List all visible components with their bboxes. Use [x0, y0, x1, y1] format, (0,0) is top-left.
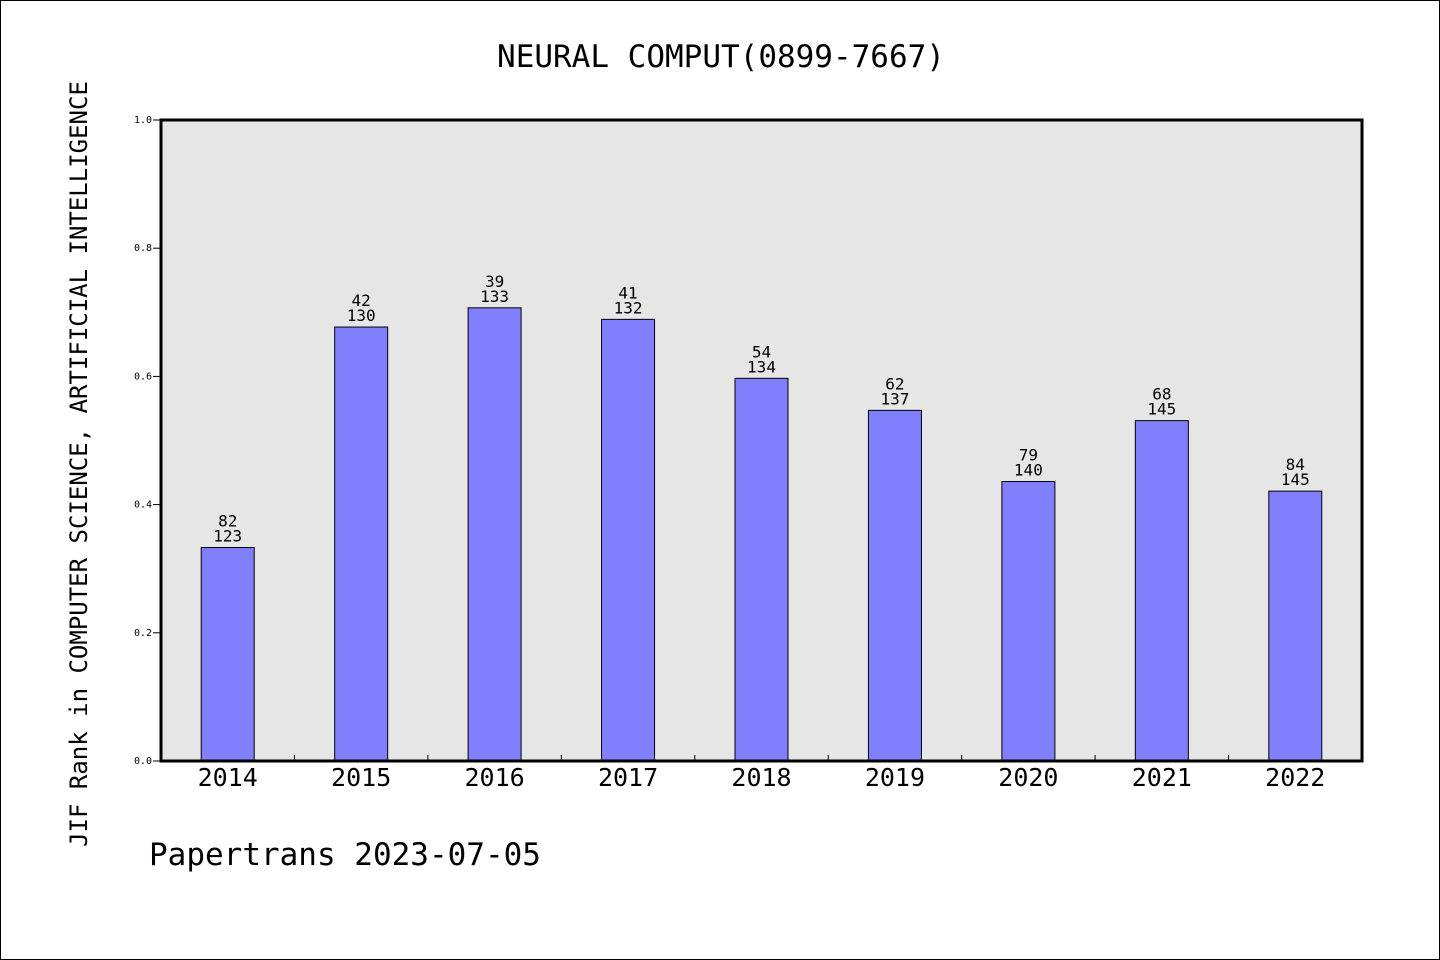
y-tick-label: 0.4	[134, 500, 152, 511]
bar-2020	[1001, 481, 1056, 762]
bar-series	[200, 307, 1323, 762]
chart-title: NEURAL COMPUT(0899-7667)	[497, 39, 945, 75]
x-tick-label: 2014	[198, 763, 258, 792]
bar-2018	[734, 377, 789, 762]
bar-rank-label: 62	[885, 374, 904, 393]
x-tick-label: 2016	[465, 763, 525, 792]
x-axis-labels: 2014 2015 2016 2017 2018 2019 2020 2021 2022	[198, 763, 1326, 792]
bar-2016	[467, 307, 522, 762]
y-axis-label: JIF Rank in COMPUTER SCIENCE, ARTIFICIAL…	[65, 81, 93, 847]
bar-2019	[867, 409, 922, 762]
bar-total-label: 132	[614, 298, 643, 317]
x-tick-label: 2020	[998, 763, 1058, 792]
x-tick-label: 2018	[731, 763, 791, 792]
bar-rank-label: 82	[218, 512, 237, 531]
footer-source-date: Papertrans 2023-07-05	[149, 837, 541, 873]
bar-total-label: 137	[880, 389, 909, 408]
bar-rank-label: 68	[1152, 385, 1171, 404]
bar-total-label: 130	[347, 306, 376, 325]
bar-2017	[601, 318, 656, 762]
bar-2021	[1134, 420, 1189, 762]
y-axis: 0.0 0.2 0.4 0.6 0.8 1.0	[134, 115, 161, 767]
bar-total-label: 133	[480, 287, 509, 306]
bar-2015	[334, 326, 389, 762]
bar-2022	[1268, 490, 1323, 762]
y-tick-label: 0.0	[134, 756, 152, 767]
x-tick-label: 2017	[598, 763, 658, 792]
x-tick-label: 2022	[1265, 763, 1325, 792]
bar-total-label: 123	[213, 527, 242, 546]
x-tick-label: 2019	[865, 763, 925, 792]
bar-total-label: 145	[1147, 400, 1176, 419]
bar-total-label: 140	[1014, 461, 1043, 480]
bar-2014	[200, 547, 255, 762]
y-tick-label: 0.2	[134, 628, 152, 639]
bar-total-label: 134	[747, 357, 776, 376]
bar-rank-label: 54	[752, 342, 771, 361]
y-tick-label: 1.0	[134, 115, 152, 126]
bar-rank-label: 79	[1019, 446, 1038, 465]
bar-rank-label: 39	[485, 272, 504, 291]
y-tick-label: 0.6	[134, 371, 152, 382]
x-tick-label: 2015	[331, 763, 391, 792]
bar-rank-label: 42	[352, 291, 371, 310]
x-tick-label: 2021	[1132, 763, 1192, 792]
plot-border	[159, 118, 1364, 763]
bar-total-label: 145	[1281, 470, 1310, 489]
y-tick-label: 0.8	[134, 243, 152, 254]
bar-rank-label: 84	[1286, 455, 1305, 474]
bar-rank-label: 41	[618, 283, 637, 302]
